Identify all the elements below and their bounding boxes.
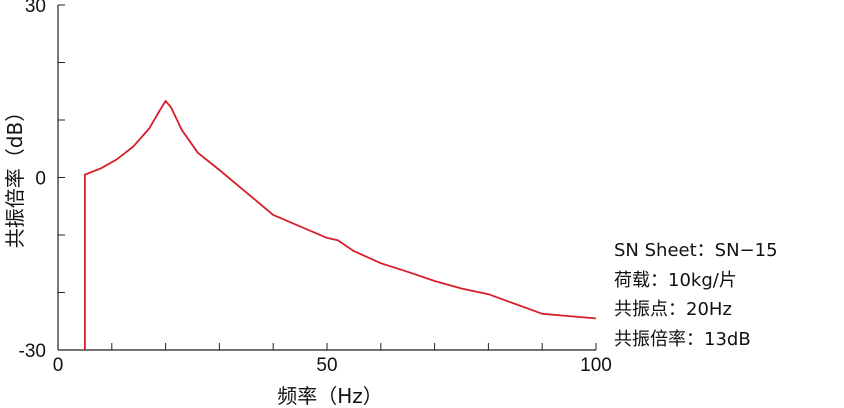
- y-tick-label: -30: [19, 341, 46, 362]
- spec-resonance-point-line: 共振点：20Hz: [614, 299, 732, 320]
- spec-resonance-ratio-line: 共振倍率：13dB: [614, 328, 751, 350]
- ticks: [58, 4, 597, 350]
- x-tick-label: 50: [316, 355, 337, 376]
- spec-sheet-line: SN Sheet：SN−15: [614, 240, 778, 261]
- spec-info-box: SN Sheet：SN−15 荷载：10kg/片 共振点：20Hz 共振倍率：1…: [614, 236, 778, 354]
- series: [84, 100, 597, 350]
- y-tick-label: 30: [25, 0, 46, 17]
- spec-load-line: 荷载：10kg/片: [614, 269, 737, 291]
- x-tick-label: 0: [53, 355, 64, 376]
- axes: [57, 5, 596, 351]
- y-tick-label: 0: [35, 169, 46, 190]
- x-tick-label: 100: [580, 355, 612, 376]
- y-axis-label: 共振倍率（dB）: [3, 102, 27, 248]
- x-axis-label: 频率（Hz）: [277, 384, 383, 408]
- tick-labels: 0 50 100 30 0 -30: [19, 0, 612, 376]
- series-line-0: [84, 100, 597, 350]
